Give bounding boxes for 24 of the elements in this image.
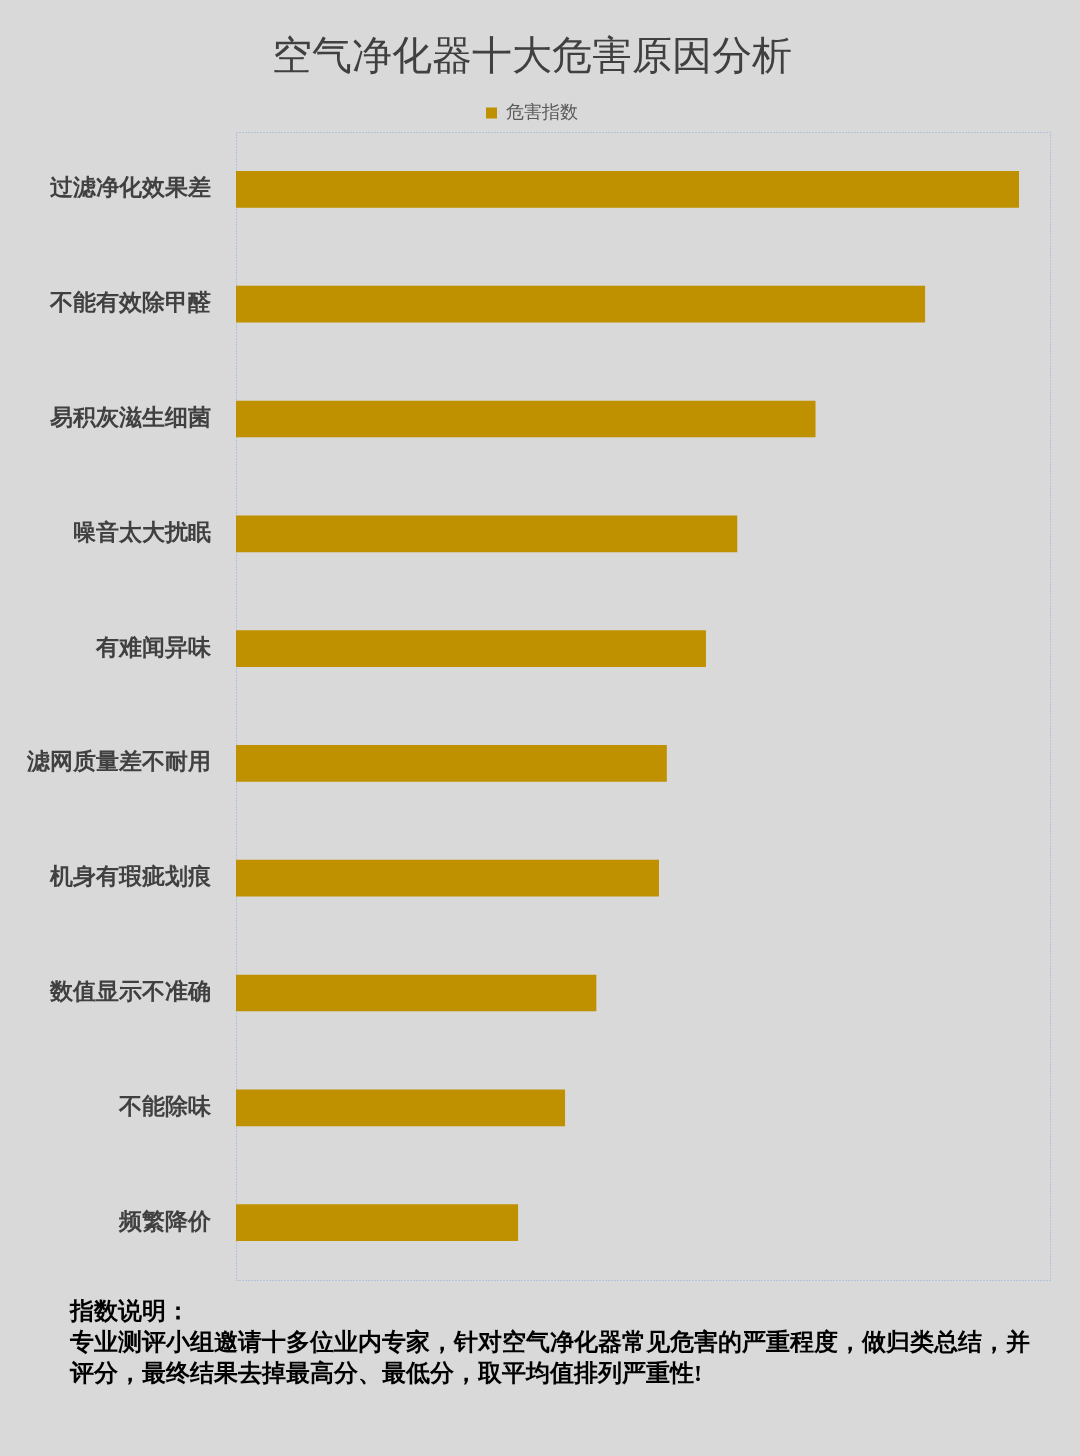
y-tick-label: 过滤净化效果差	[49, 174, 211, 201]
y-tick-label: 噪音太大扰眠	[73, 518, 211, 545]
bar	[236, 515, 738, 553]
text: 专业测评小组邀请十多位业内专家，针对空气净化器常见危害的严重程度，做归类总结，并评分，最终结果去掉最高分、最低分，取平均值排列严重性!	[69, 1328, 1030, 1387]
text: 指数说明：	[69, 1298, 190, 1325]
y-tick-label: 机身有瑕疵划痕	[49, 863, 212, 890]
legend-label: 危害指数	[506, 100, 578, 122]
bar	[236, 974, 597, 1012]
y-tick-label: 不能除味	[118, 1092, 212, 1119]
chart-title: 空气净化器十大危害原因分析	[272, 32, 792, 79]
bar	[236, 1204, 519, 1241]
y-tick-label: 滤网质量差不耐用	[26, 748, 211, 775]
y-tick-label: 易积灰滋生细菌	[49, 403, 211, 430]
y-tick-label: 数值显示不准确	[49, 977, 211, 1004]
bar	[236, 400, 816, 438]
bar	[236, 171, 1020, 208]
y-tick-label: 不能有效除甲醛	[49, 289, 212, 316]
bar	[236, 285, 926, 323]
bar	[236, 745, 667, 782]
y-tick-label: 频繁降价	[118, 1207, 212, 1234]
bar	[236, 859, 659, 897]
y-tick-label: 有难闻异味	[95, 633, 212, 660]
bar	[236, 630, 706, 667]
bar	[236, 1089, 566, 1127]
